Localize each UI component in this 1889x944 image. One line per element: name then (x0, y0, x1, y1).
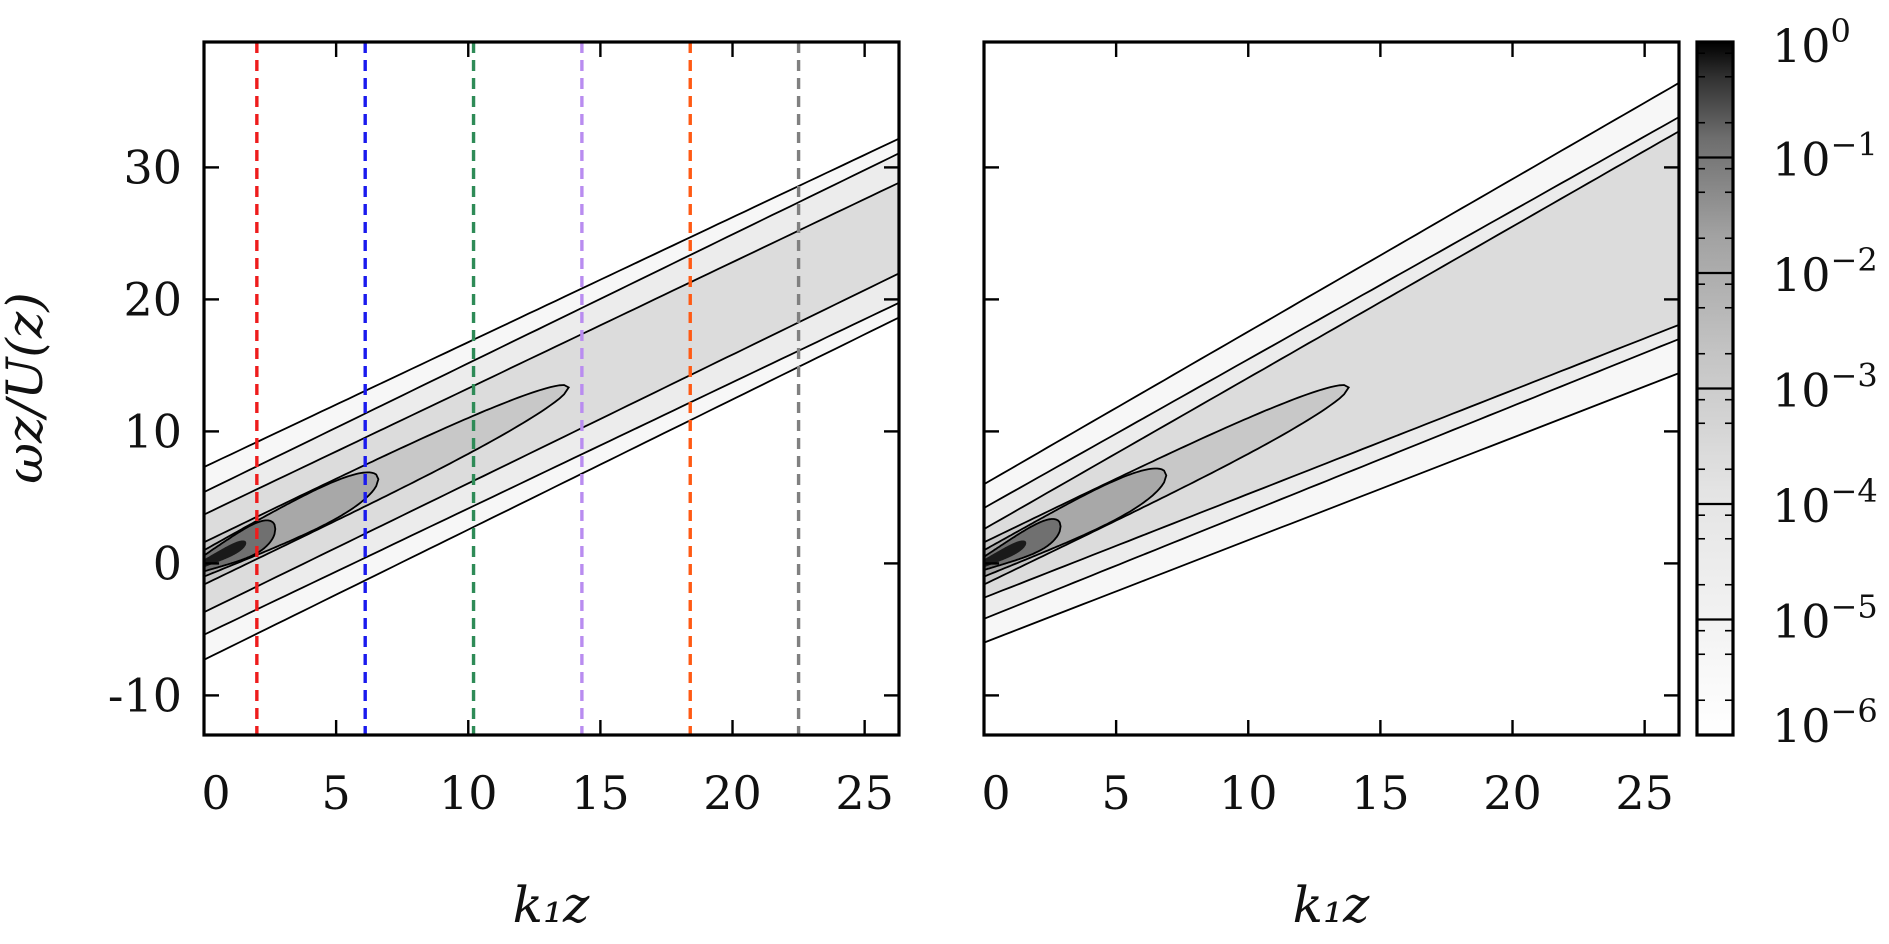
x-tick-label: 20 (1483, 766, 1542, 820)
y-tick-label: 10 (123, 404, 182, 458)
colorbar-label: 100 (1772, 12, 1851, 73)
contour-lower-10m5 (984, 338, 1679, 620)
x-tick-label: 10 (439, 766, 498, 820)
contour-lower-10m6 (204, 316, 899, 661)
x-tick-label: 25 (835, 766, 894, 820)
contour-upper-10m4 (204, 181, 899, 516)
contour-lower-10m5 (204, 301, 899, 636)
colorbar-label: 10−4 (1772, 472, 1878, 533)
contour-10m2 (204, 471, 380, 578)
right-plot-frame (982, 40, 1681, 737)
left-heatmap (204, 138, 899, 660)
contour-lower-10m4 (204, 272, 899, 614)
left-x-axis-label: k₁z (513, 876, 590, 934)
x-tick-label: 20 (703, 766, 762, 820)
colorbar-label: 10−1 (1772, 126, 1878, 187)
heat-core (204, 540, 247, 568)
x-tick-label: 25 (1615, 766, 1674, 820)
right-contours (984, 81, 1679, 644)
left-plot-frame (202, 40, 901, 737)
x-tick-label: 10 (1219, 766, 1278, 820)
x-tick-label: 0 (201, 766, 230, 820)
colorbar-label: 10−5 (1772, 588, 1878, 649)
colorbar-frame (1695, 40, 1735, 737)
contour-10m1 (204, 519, 277, 573)
contour-lower-10m6 (984, 372, 1679, 644)
contour-10m3 (984, 384, 1351, 586)
contour-upper-10m6 (984, 81, 1679, 485)
x-tick-label: 15 (571, 766, 630, 820)
right-heatmap (984, 82, 1679, 643)
contour-upper-10m5 (984, 116, 1679, 509)
y-tick-label: 30 (123, 140, 182, 194)
colorbar-label: 10−6 (1772, 692, 1878, 753)
x-tick-label: 0 (981, 766, 1010, 820)
colorbar-label: 10−2 (1772, 241, 1878, 302)
left-contours (204, 137, 899, 661)
heat-core (984, 540, 1027, 568)
x-tick-label: 5 (321, 766, 350, 820)
right-x-axis-label: k₁z (1293, 876, 1370, 934)
colorbar-label: 10−3 (1772, 357, 1878, 418)
contour-10m1 (984, 518, 1062, 571)
contour-upper-10m6 (204, 137, 899, 468)
colorbar-labels: 100 10−1 10−2 10−3 10−4 10−5 10−6 (1772, 12, 1878, 753)
right-panel: 0 5 10 15 20 25 k₁z (981, 40, 1681, 934)
contour-upper-10m4 (984, 130, 1679, 530)
left-x-tick-labels: 0 5 10 15 20 25 (201, 766, 894, 820)
contour-lower-10m4 (984, 323, 1679, 599)
left-y-tick-labels: -10 0 10 20 30 (108, 140, 182, 722)
right-x-tick-labels: 0 5 10 15 20 25 (981, 766, 1674, 820)
contour-upper-10m5 (204, 152, 899, 493)
colorbar: 100 10−1 10−2 10−3 10−4 10−5 10−6 (1695, 12, 1878, 753)
x-tick-label: 5 (1101, 766, 1130, 820)
y-tick-label: 0 (153, 536, 182, 590)
contour-10m3 (204, 384, 571, 586)
y-tick-label: 20 (123, 272, 182, 326)
contour-10m2 (984, 467, 1168, 578)
left-vertical-lines (255, 42, 801, 735)
y-tick-label: -10 (108, 668, 182, 722)
left-panel: 0 5 10 15 20 25 -10 0 10 20 30 k₁z ωz/U(z) (0, 40, 901, 934)
right-ticks (982, 42, 1679, 735)
x-tick-label: 15 (1351, 766, 1410, 820)
y-axis-label: ωz/U(z) (0, 292, 54, 483)
